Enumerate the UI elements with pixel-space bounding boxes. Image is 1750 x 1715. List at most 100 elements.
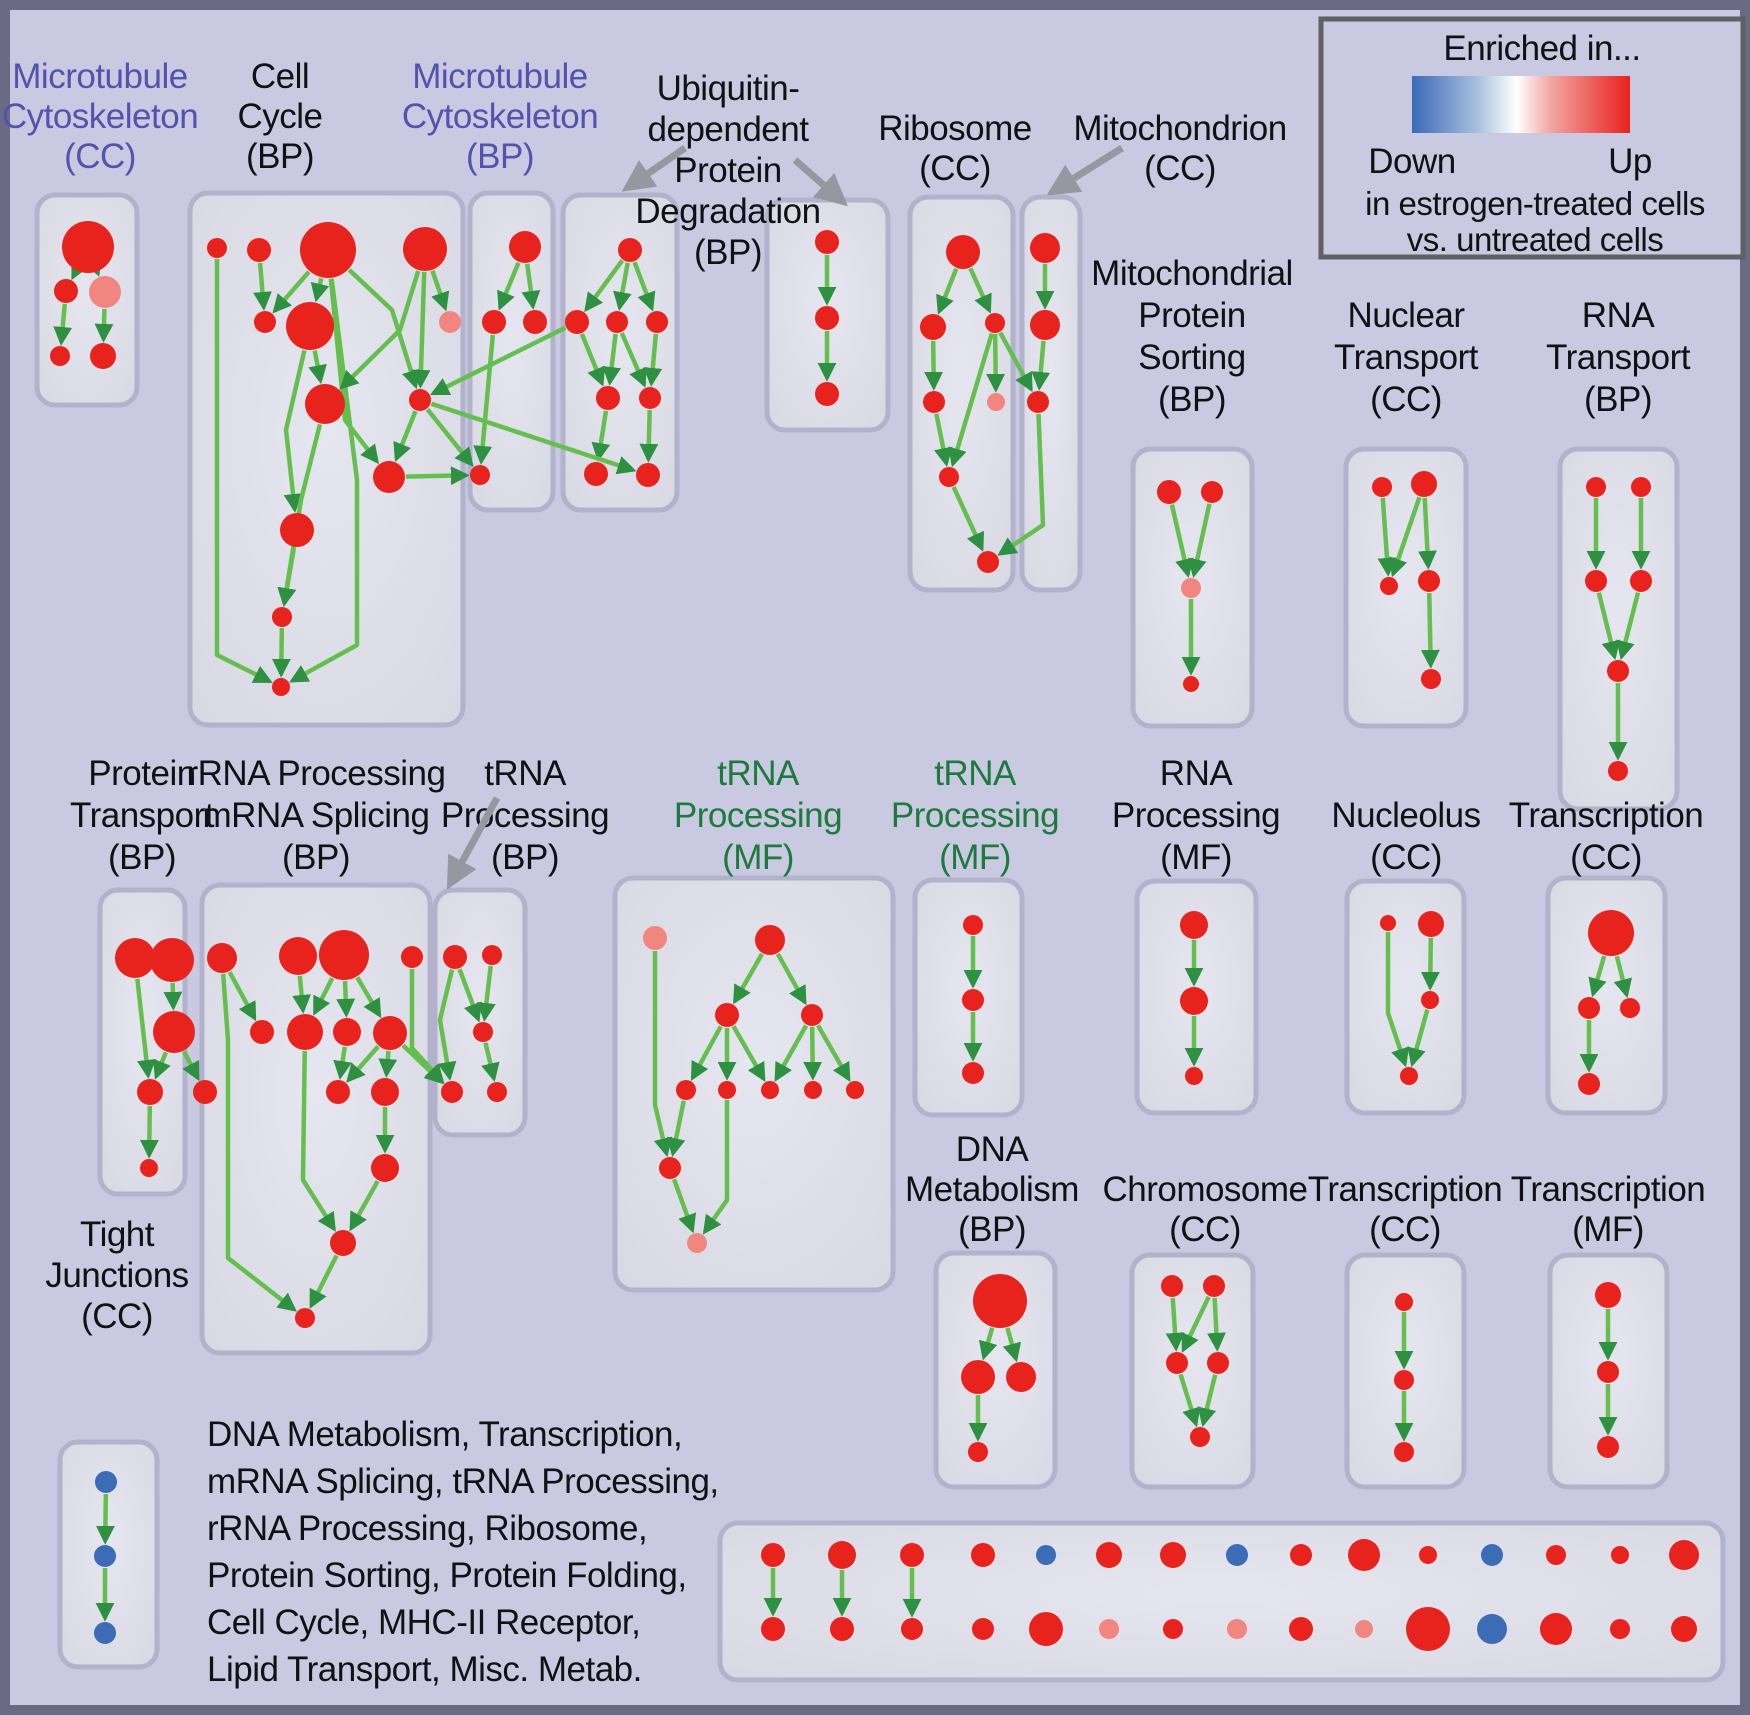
ribosome-cc-node-0 (946, 235, 980, 269)
nucleolus-cc-box (1344, 878, 1467, 1116)
microtubule-cytoskeleton-bp-node-0 (509, 231, 541, 263)
cross-edge-4 (182, 1050, 200, 1082)
rrna-processing-mrna-splicing-bp-edge-2 (292, 975, 312, 1014)
dna-metabolism-bp-node-1 (961, 1360, 995, 1394)
rrna-processing-mrna-splicing-bp-node-0 (207, 943, 237, 973)
nuclear-transport-cc-edge-3 (1420, 592, 1440, 669)
protein-transport-bp-edge-0 (135, 978, 156, 1079)
rna-processing-mf-node-0 (1180, 911, 1208, 939)
misc-categories-node-22 (1227, 1619, 1247, 1639)
trna-processing-mf-2-node-1 (962, 989, 984, 1011)
tight-junctions-cc-node-1 (94, 1545, 116, 1567)
misc-categories-node-29 (1671, 1616, 1697, 1642)
microtubule-cytoskeleton-bp-label-line-1: Cytoskeleton (402, 97, 598, 136)
chromosome-cc-node-1 (1203, 1275, 1225, 1297)
trna-processing-mf-edge-4 (731, 1025, 766, 1083)
rna-transport-bp-label-line-1: Transport (1546, 338, 1691, 377)
trna-processing-bp-edge-3 (481, 1042, 500, 1083)
cross-edge-7 (997, 413, 1046, 556)
tight-junctions-cc-label-line-1: Junctions (45, 1256, 188, 1295)
nucleolus-cc-edge-1 (1420, 937, 1440, 991)
nuclear-transport-cc-box (1343, 446, 1469, 729)
rrna-processing-mrna-splicing-bp-node-13 (295, 1308, 315, 1328)
legend-subtitle-1: in estrogen-treated cells (1365, 185, 1705, 222)
transcription-cc-mid-edge-0 (1588, 955, 1607, 998)
cell-cycle-bp-edge-14 (271, 627, 291, 678)
cell-cycle-bp-node-10 (280, 513, 314, 547)
ubiquitin-degradation-bp-2-node-2 (815, 382, 839, 406)
ubiquitin-degradation-bp-node-7 (636, 463, 660, 487)
trna-processing-mf-2-label-line-0: tRNA (934, 754, 1017, 793)
transcription-cc-mid-edge-1 (1613, 955, 1633, 999)
ribosome-cc-edge-2 (924, 340, 944, 391)
trna-processing-bp-node-3 (441, 1081, 463, 1103)
tight-junctions-cc-edge-0 (95, 1493, 115, 1545)
cross-edge-3 (430, 325, 567, 396)
trna-processing-mf-edge-9 (666, 1100, 686, 1158)
cell-cycle-bp-node-12 (272, 678, 290, 696)
nucleolus-cc-node-0 (1380, 915, 1396, 931)
rna-processing-mf-node-2 (1185, 1067, 1203, 1085)
nucleolus-cc-label-line-0: Nucleolus (1331, 796, 1480, 835)
chromosome-cc-node-2 (1166, 1352, 1188, 1374)
microtubule-cytoskeleton-bp-edge-2 (473, 334, 496, 465)
ubiquitin-degradation-bp-label-line-0: Ubiquitin- (657, 69, 800, 108)
nuclear-transport-cc-label-line-2: (CC) (1370, 380, 1442, 419)
chromosome-cc-edge-3 (1178, 1373, 1201, 1428)
cross-edge-6 (401, 1043, 444, 1085)
ubiquitin-degradation-bp-edge-1 (613, 262, 632, 311)
ubiquitin-degradation-bp-node-3 (646, 311, 668, 333)
dna-metabolism-bp-edge-1 (1002, 1327, 1022, 1363)
ribosome-cc-node-5 (939, 467, 959, 487)
trna-processing-mf-2-node-2 (962, 1062, 984, 1084)
protein-transport-bp-label-line-0: Protein (88, 754, 195, 793)
rrna-processing-mrna-splicing-bp-node-2 (319, 930, 369, 980)
cell-cycle-bp-edge-10 (308, 350, 327, 385)
rrna-processing-mrna-splicing-bp-edge-6 (333, 1046, 352, 1080)
ubiquitin-degradation-bp-edge-5 (619, 332, 647, 388)
chromosome-cc-box (1129, 1252, 1256, 1490)
protein-transport-bp-edge-3 (139, 1105, 159, 1159)
mitochondrial-protein-sorting-bp-node-1 (1201, 481, 1223, 503)
ribosome-cc-node-4 (987, 393, 1005, 411)
misc-categories-node-26 (1477, 1614, 1507, 1644)
tight-junctions-cc-label-line-0: Tight (80, 1215, 155, 1254)
misc-categories-node-6 (1160, 1542, 1186, 1568)
trna-processing-mf-edge-6 (803, 1026, 823, 1081)
transcription-cc-bottom-label-line-0: Transcription (1308, 1170, 1503, 1209)
ubiquitin-degradation-bp-2-node-0 (815, 230, 839, 254)
rna-transport-bp-node-0 (1586, 477, 1606, 497)
misc-categories-node-14 (1669, 1540, 1699, 1570)
rrna-processing-mrna-splicing-bp-edge-3 (312, 977, 335, 1016)
trna-processing-mf-edge-7 (816, 1024, 851, 1083)
misc-categories-node-9 (1348, 1539, 1380, 1571)
nuclear-transport-cc-node-2 (1380, 577, 1398, 595)
misc-categories-node-10 (1419, 1546, 1437, 1564)
microtubule-cytoskeleton-cc-edge-2 (53, 303, 73, 346)
trna-processing-bp-edge-0 (437, 969, 457, 1081)
microtubule-cytoskeleton-bp-edge-0 (497, 261, 521, 311)
ubiquitin-degradation-bp-label-line-2: Protein (674, 151, 781, 190)
microtubule-cytoskeleton-cc-label-line-0: Microtubule (12, 57, 187, 96)
chromosome-cc-node-0 (1161, 1275, 1183, 1297)
ubiquitin-degradation-bp-label-line-1: dependent (648, 110, 810, 149)
trna-processing-mf-node-2 (715, 1003, 739, 1027)
nuclear-transport-cc-label-line-1: Transport (1334, 338, 1479, 377)
rna-transport-bp-edge-2 (1596, 592, 1621, 661)
protein-transport-bp-node-2 (153, 1011, 195, 1053)
nucleolus-cc-node-3 (1400, 1067, 1418, 1085)
rrna-processing-mrna-splicing-bp-node-3 (401, 946, 423, 968)
trna-processing-mf-node-9 (659, 1157, 681, 1179)
microtubule-cytoskeleton-bp-box (467, 190, 556, 513)
chromosome-cc-label-line-0: Chromosome (1102, 1170, 1307, 1209)
trna-processing-mf-node-3 (801, 1004, 823, 1026)
microtubule-cytoskeleton-cc-edge-3 (94, 308, 114, 343)
chromosome-cc-edge-0 (1165, 1297, 1185, 1352)
mitochondrial-protein-sorting-bp-label-line-2: Sorting (1138, 338, 1245, 377)
chromosome-cc-edge-2 (1207, 1297, 1226, 1352)
ubiquitin-degradation-bp-edge-7 (591, 410, 611, 462)
cell-cycle-bp-label-line-1: Cycle (237, 97, 322, 136)
ubiquitin-degradation-bp-node-5 (639, 387, 661, 409)
rrna-processing-mrna-splicing-bp-node-5 (287, 1014, 323, 1050)
